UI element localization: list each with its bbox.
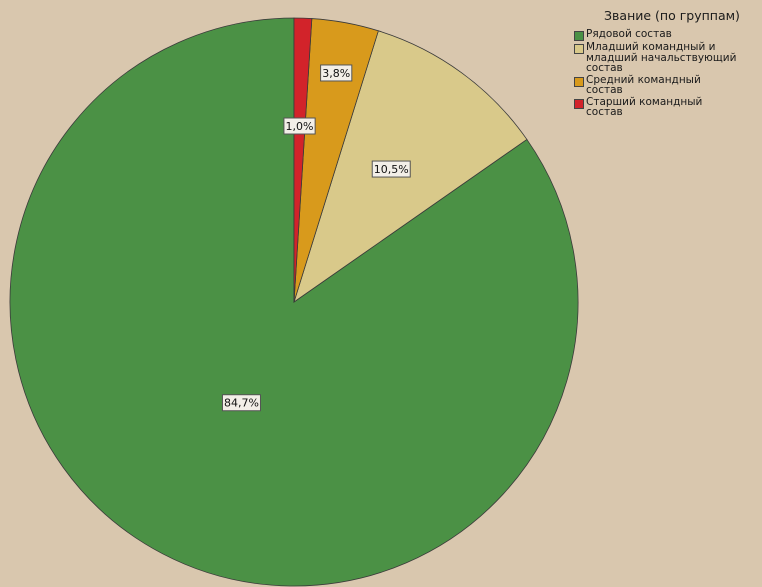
pie-data-label-box-3 [283, 117, 316, 135]
pie-data-label-text-0: 84,7% [224, 397, 259, 410]
legend-swatch-1 [574, 44, 584, 54]
pie-data-labels: 84,7% 10,5% 3,8% 1,0% [221, 64, 411, 412]
legend-swatch-3 [574, 98, 584, 109]
legend-swatch-2 [574, 76, 584, 87]
legend-swatch-0 [574, 31, 584, 41]
pie-data-label-3: 1,0% [283, 117, 316, 135]
pie-data-label-text-3: 1,0% [286, 120, 314, 133]
pie-data-label-text-2: 3,8% [322, 67, 350, 80]
pie-slice-3 [293, 17, 313, 303]
legend-label-1: Младший командный и младший начальствующ… [586, 41, 737, 74]
legend: Звание (по группам) Рядовой состав Младш… [574, 8, 760, 119]
pie-data-label-1: 10,5% [371, 160, 411, 178]
pie-data-label-box-0 [221, 394, 261, 412]
legend-label-2: Средний командный состав [586, 73, 701, 96]
legend-title: Звание (по группам) [604, 8, 740, 23]
pie-data-label-2: 3,8% [320, 64, 353, 82]
pie-slices [9, 17, 579, 587]
pie-data-label-0: 84,7% [221, 394, 261, 412]
legend-item-3: Старший командный состав [574, 95, 760, 118]
legend-label-0: Рядовой состав [586, 28, 672, 40]
pie-data-label-box-1 [371, 160, 411, 178]
legend-item-0: Рядовой состав [574, 29, 760, 41]
pie-data-label-box-2 [320, 64, 353, 82]
legend-label-3: Старший командный состав [586, 95, 703, 118]
pie-data-label-text-1: 10,5% [374, 163, 409, 176]
legend-item-1: Младший командный и младший начальствующ… [574, 42, 760, 74]
legend-item-2: Средний командный состав [574, 73, 760, 96]
